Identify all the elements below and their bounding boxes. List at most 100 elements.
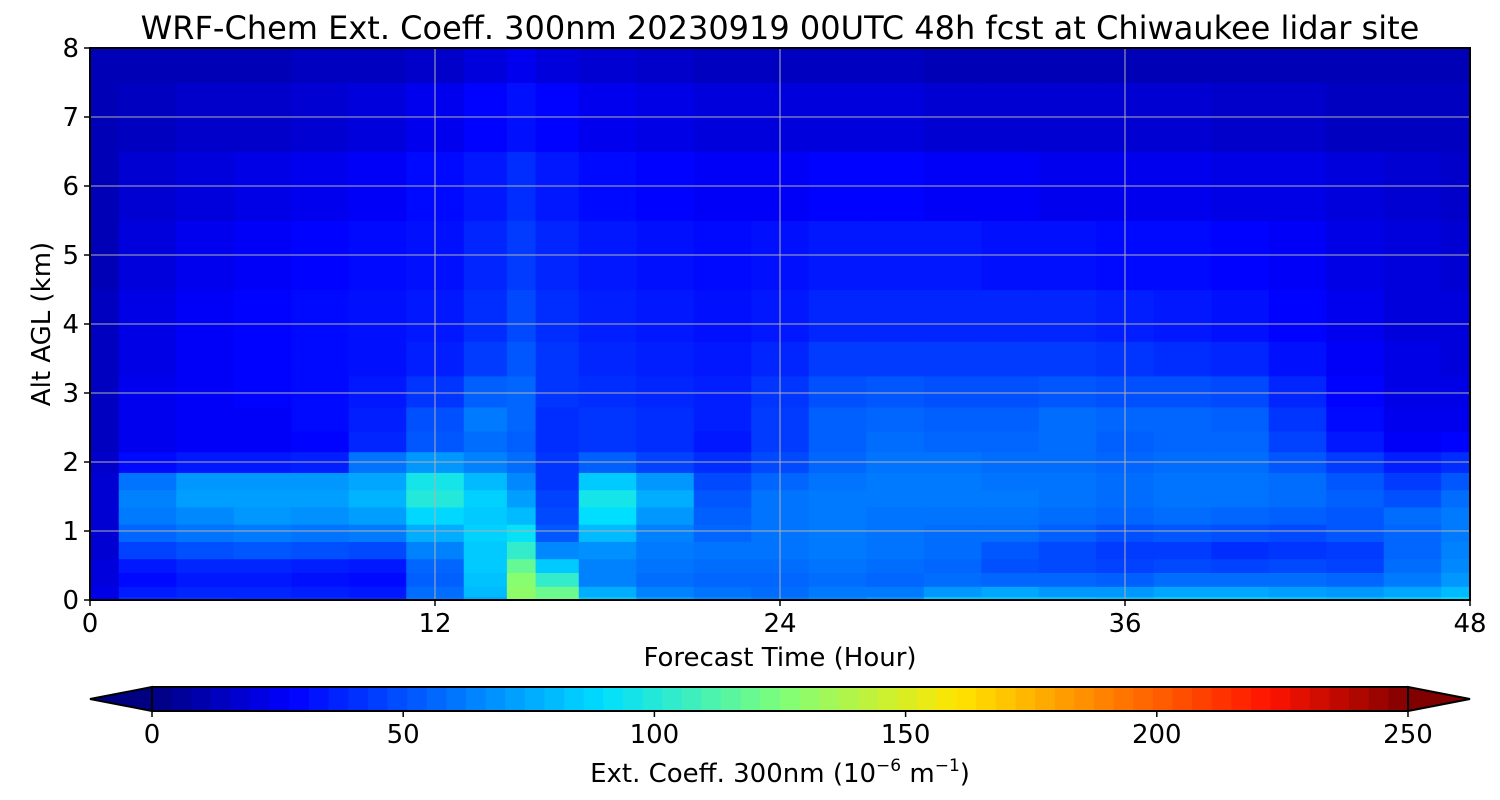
heatmap-cell bbox=[636, 289, 695, 342]
heatmap-cell bbox=[506, 586, 537, 598]
heatmap-cell bbox=[90, 341, 120, 377]
colorbar-band bbox=[721, 687, 742, 711]
colorbar-band bbox=[838, 687, 860, 711]
colorbar-band bbox=[269, 687, 290, 711]
heatmap-cell bbox=[176, 341, 235, 377]
heatmap-cell bbox=[506, 541, 537, 560]
heatmap-cell bbox=[506, 489, 537, 508]
heatmap-cell bbox=[866, 596, 925, 600]
y-tick-label: 5 bbox=[62, 241, 79, 271]
colorbar-band bbox=[662, 687, 683, 711]
heatmap-cell bbox=[1268, 489, 1327, 508]
heatmap-cell bbox=[693, 48, 752, 84]
heatmap-cell bbox=[506, 48, 537, 84]
heatmap-cell bbox=[1326, 524, 1385, 542]
x-tick-label: 0 bbox=[82, 609, 99, 639]
heatmap-cell bbox=[233, 430, 292, 453]
colorbar-band bbox=[1329, 687, 1350, 711]
heatmap-cell bbox=[463, 541, 508, 560]
colorbar-band bbox=[309, 687, 330, 711]
heatmap-cell bbox=[1441, 289, 1470, 342]
colorbar-band bbox=[328, 687, 349, 711]
heatmap-cell bbox=[636, 572, 695, 587]
heatmap-cell bbox=[291, 596, 350, 600]
colorbar-band bbox=[740, 687, 761, 711]
heatmap-cell bbox=[90, 558, 120, 573]
heatmap-cell bbox=[1383, 524, 1442, 542]
heatmap-cell bbox=[693, 596, 752, 600]
heatmap-cell bbox=[1383, 289, 1442, 342]
heatmap-cell bbox=[1441, 489, 1470, 508]
heatmap-cell bbox=[506, 558, 537, 573]
x-tick-label: 48 bbox=[1453, 609, 1486, 639]
colorbar-band bbox=[1152, 687, 1174, 711]
heatmap-cell bbox=[535, 506, 580, 525]
heatmap-cell bbox=[693, 524, 752, 542]
heatmap-cell bbox=[90, 541, 120, 560]
heatmap-cell bbox=[578, 596, 637, 600]
heatmap-cell bbox=[981, 572, 1040, 587]
heatmap-cell bbox=[808, 341, 867, 377]
heatmap-cell bbox=[1211, 48, 1270, 84]
x-axis-label: Forecast Time (Hour) bbox=[643, 643, 916, 673]
heatmap-cell bbox=[176, 586, 235, 598]
heatmap-cell bbox=[866, 489, 925, 508]
heatmap-cell bbox=[1383, 341, 1442, 377]
heatmap-cell bbox=[693, 572, 752, 587]
heatmap-cell bbox=[636, 48, 695, 84]
heatmap-cell bbox=[90, 572, 120, 587]
heatmap-cell bbox=[176, 48, 235, 84]
heatmap-cell bbox=[535, 596, 580, 600]
heatmap-cell bbox=[923, 430, 982, 453]
heatmap-cell bbox=[176, 472, 235, 491]
heatmap-cell bbox=[348, 472, 407, 491]
heatmap-cell bbox=[463, 430, 508, 453]
heatmap-cell bbox=[291, 489, 350, 508]
colorbar-band bbox=[1094, 687, 1115, 711]
heatmap-cell bbox=[535, 541, 580, 560]
heatmap-cell bbox=[1441, 375, 1470, 408]
heatmap-cell bbox=[981, 48, 1040, 84]
heatmap-cell bbox=[1211, 472, 1270, 491]
y-tick-label: 2 bbox=[62, 448, 79, 478]
heatmap-cell bbox=[866, 472, 925, 491]
heatmap-cell bbox=[233, 375, 292, 408]
heatmap-cell bbox=[90, 506, 120, 525]
y-tick-label: 1 bbox=[62, 517, 79, 547]
colorbar-band bbox=[367, 687, 389, 711]
colorbar-band bbox=[230, 687, 251, 711]
heatmap-cell bbox=[348, 289, 407, 342]
heatmap-cell bbox=[1268, 375, 1327, 408]
heatmap-cell bbox=[118, 430, 177, 453]
heatmap-cell bbox=[1326, 489, 1385, 508]
heatmap-cell bbox=[808, 375, 867, 408]
heatmap-cell bbox=[578, 541, 637, 560]
heatmap-cell bbox=[923, 541, 982, 560]
heatmap-cell bbox=[923, 289, 982, 342]
colorbar-band bbox=[250, 687, 271, 711]
colorbar-band bbox=[171, 687, 192, 711]
heatmap-cell bbox=[1211, 341, 1270, 377]
heatmap-cell bbox=[1441, 558, 1470, 573]
heatmap-cell bbox=[693, 506, 752, 525]
colorbar-band bbox=[1290, 687, 1311, 711]
heatmap-cell bbox=[981, 524, 1040, 542]
heatmap-cell bbox=[233, 524, 292, 542]
heatmap-cell bbox=[636, 586, 695, 598]
chart-title: WRF-Chem Ext. Coeff. 300nm 20230919 00UT… bbox=[141, 9, 1420, 47]
heatmap-cell bbox=[291, 541, 350, 560]
heatmap-cell bbox=[90, 489, 120, 508]
heatmap-cell bbox=[866, 572, 925, 587]
heatmap-cell bbox=[693, 430, 752, 453]
heatmap-cell bbox=[1153, 558, 1212, 573]
heatmap-cell bbox=[1383, 506, 1442, 525]
heatmap-cell bbox=[118, 375, 177, 408]
heatmap-cell bbox=[176, 489, 235, 508]
heatmap-cell bbox=[578, 586, 637, 598]
colorbar: 0 50 100 150 200 250 Ext. Coeff. 300nm (10−6 … bbox=[89, 685, 1471, 789]
heatmap-cell bbox=[1441, 506, 1470, 525]
heatmap-cell bbox=[291, 524, 350, 542]
heatmap-cell bbox=[923, 472, 982, 491]
colorbar-band bbox=[1309, 687, 1331, 711]
heatmap-cell bbox=[90, 375, 120, 408]
